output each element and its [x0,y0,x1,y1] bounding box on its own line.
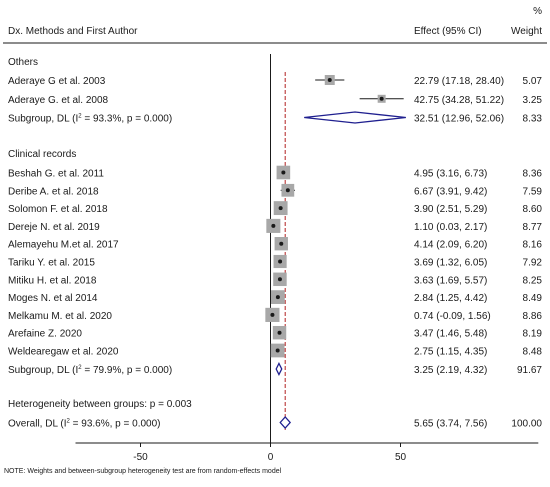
subgroup-total-label: Subgroup, DL (I2 = 79.9%, p = 0.000) [8,365,172,376]
study-weight: 5.07 [523,76,543,87]
subgroup-total-diamond [304,111,406,124]
study-weight: 8.16 [523,240,543,251]
study-ci-text: 22.79 (17.18, 28.40) [414,76,504,87]
study-ci-text: 3.63 (1.69, 5.57) [414,275,487,286]
study-weight: 7.92 [523,258,543,269]
study-label: Melkamu M. et al. 2020 [8,311,112,322]
study-weight: 8.49 [523,293,543,304]
subgroup-total-ci-text: 32.51 (12.96, 52.06) [414,114,504,125]
study-header: Dx. Methods and First Author [8,26,138,37]
effect-header: Effect (95% CI) [414,26,482,37]
study-label: Dereje N. et al. 2019 [8,222,100,233]
study-point [281,170,286,175]
study-label: Solomon F. et al. 2018 [8,204,108,215]
study-ci-text: 2.75 (1.15, 4.35) [414,347,487,358]
study-label: Aderaye G et al. 2003 [8,76,106,87]
study-ci-text: 1.10 (0.03, 2.17) [414,222,487,233]
study-point [275,348,280,353]
x-tick-label: 0 [268,452,274,463]
study-point [278,259,283,264]
study-point [278,206,283,211]
study-weight: 8.77 [523,222,543,233]
study-weight: 8.19 [523,329,543,340]
study-point [285,188,290,193]
study-point [279,241,284,246]
study-ci-text: 3.69 (1.32, 6.05) [414,258,487,269]
study-label: Moges N. et al 2014 [8,293,98,304]
study-ci-text: 3.90 (2.51, 5.29) [414,204,487,215]
weight-header: Weight [511,26,542,37]
study-label: Deribe A. et al. 2018 [8,186,99,197]
subgroup-total-diamond [275,362,283,376]
study-label: Weldearegaw et al. 2020 [8,347,119,358]
study-weight: 7.59 [523,186,543,197]
study-ci-text: 0.74 (-0.09, 1.56) [414,311,491,322]
study-weight: 8.60 [523,204,543,215]
study-point [327,78,332,82]
x-tick-label: 50 [395,452,407,463]
subgroup-total-ci-text: 3.25 (2.19, 4.32) [414,365,487,376]
study-weight: 8.48 [523,347,543,358]
study-point [270,312,275,317]
study-label: Alemayehu M.et al. 2017 [8,240,119,251]
group-label: Others [8,57,38,68]
footnote: NOTE: Weights and between-subgroup heter… [4,468,282,475]
study-ci-text: 42.75 (34.28, 51.22) [414,95,504,106]
study-label: Aderaye G. et al. 2008 [8,95,109,106]
study-weight: 8.25 [523,275,543,286]
study-weight: 3.25 [523,95,543,106]
study-weight: 8.36 [523,169,543,180]
x-tick-label: -50 [133,452,148,463]
study-label: Arefaine Z. 2020 [8,329,82,340]
study-point [277,330,282,335]
subgroup-total-weight: 91.67 [517,365,542,376]
subgroup-total-label: Subgroup, DL (I2 = 93.3%, p = 0.000) [8,114,172,125]
study-point [271,223,276,228]
study-ci-text: 4.95 (3.16, 6.73) [414,169,487,180]
heterogeneity-text: Heterogeneity between groups: p = 0.003 [8,399,192,410]
study-label: Tariku Y. et al. 2015 [8,258,95,269]
study-point [275,295,280,300]
study-weight: 8.86 [523,311,543,322]
study-ci-text: 2.84 (1.25, 4.42) [414,293,487,304]
weight-header-percent: % [533,6,542,17]
study-ci-text: 6.67 (3.91, 9.42) [414,186,487,197]
study-label: Mitiku H. et al. 2018 [8,275,97,286]
study-point [379,96,384,101]
overall-total-diamond [279,416,292,429]
overall-total-label: Overall, DL (I2 = 93.6%, p = 0.000) [8,419,161,430]
subgroup-total-weight: 8.33 [523,114,543,125]
study-ci-text: 3.47 (1.46, 5.48) [414,329,487,340]
overall-total-weight: 100.00 [511,419,542,430]
study-label: Beshah G. et al. 2011 [8,169,104,180]
study-ci-text: 4.14 (2.09, 6.20) [414,240,487,251]
group-label: Clinical records [8,149,76,160]
overall-total-ci-text: 5.65 (3.74, 7.56) [414,419,487,430]
study-point [277,277,282,282]
